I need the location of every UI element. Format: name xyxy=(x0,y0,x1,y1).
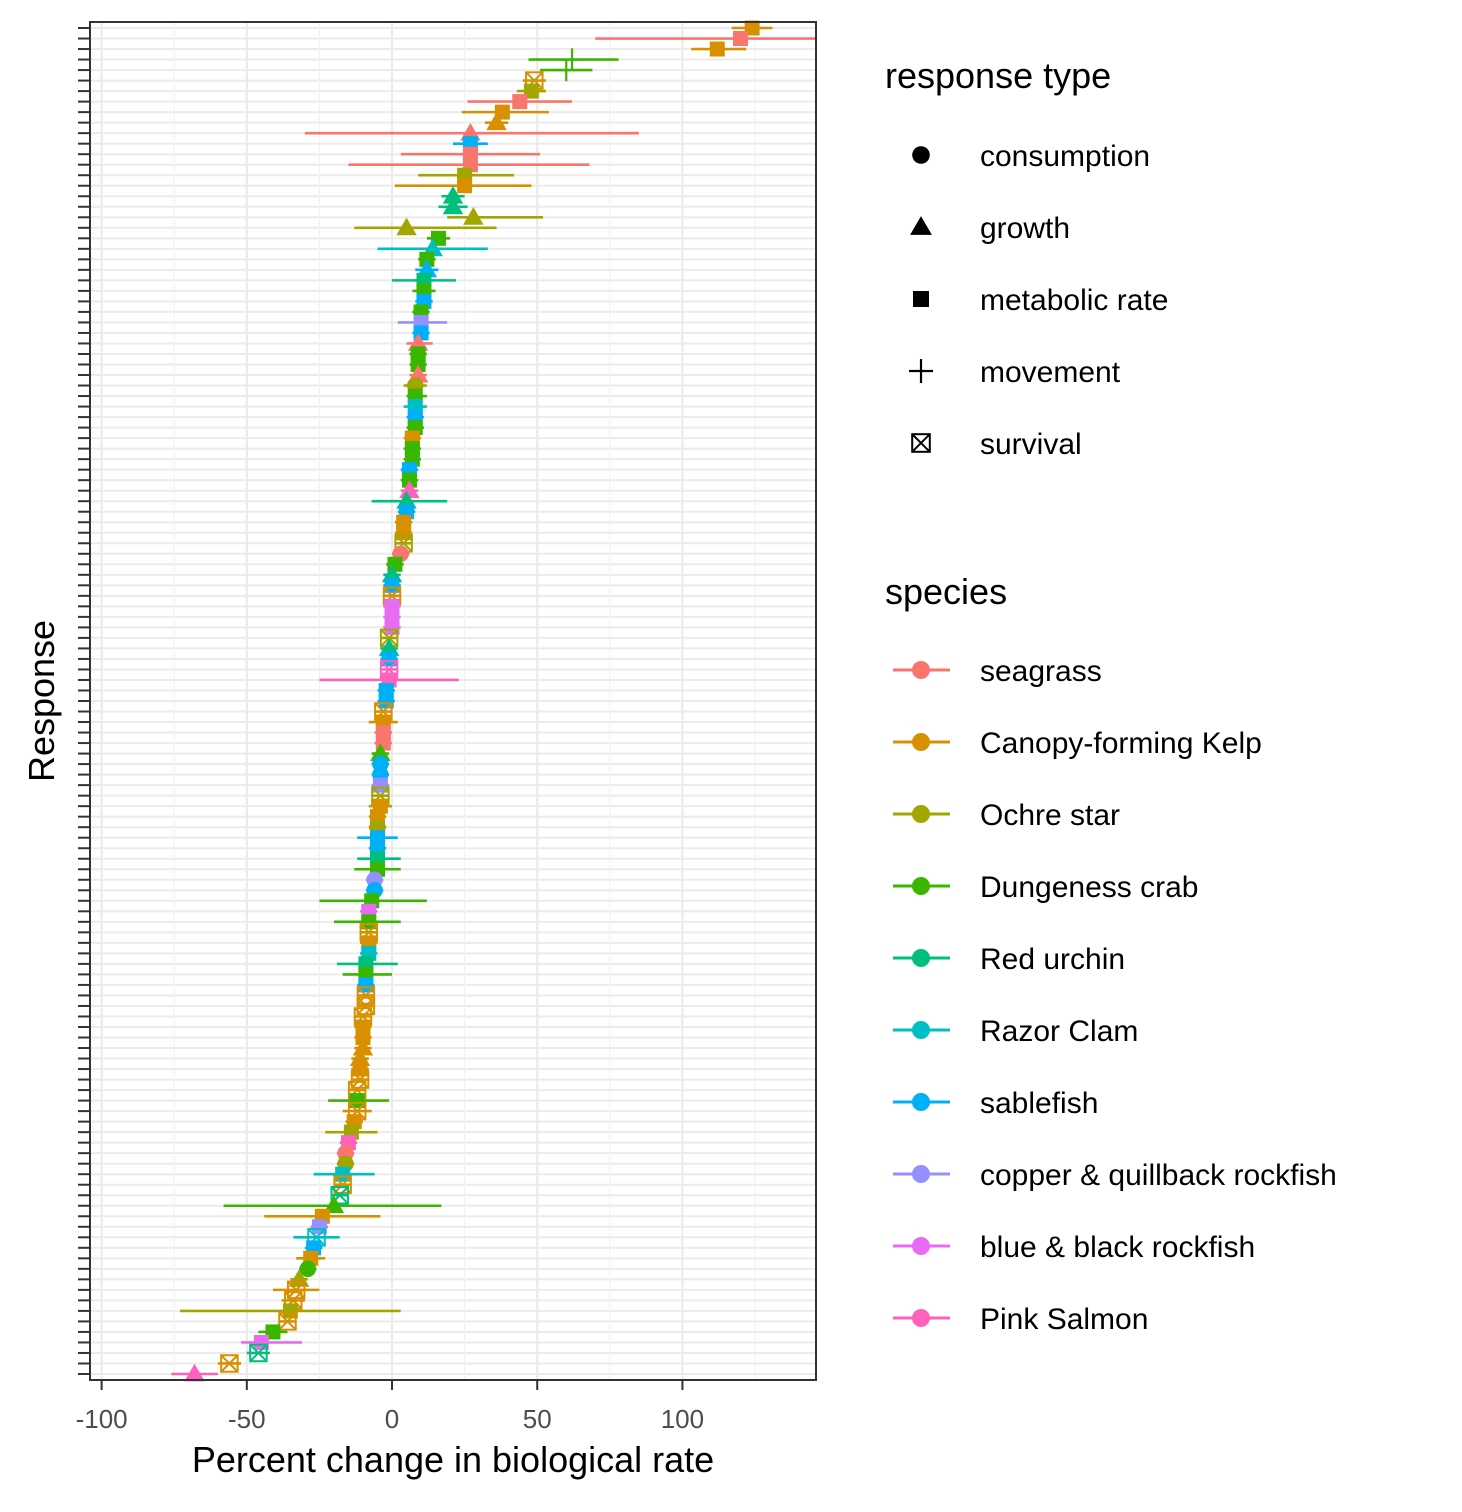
shape-legend-label: growth xyxy=(980,212,1070,245)
data-point xyxy=(407,333,429,351)
data-point xyxy=(372,777,388,793)
x-tick-label: 0 xyxy=(385,1404,399,1434)
legend-key-square-icon xyxy=(913,291,929,307)
data-point xyxy=(278,1312,297,1331)
data-point xyxy=(352,1061,368,1077)
data-point xyxy=(732,31,748,47)
species-legend-label: sablefish xyxy=(980,1087,1098,1120)
species-legend-label: Red urchin xyxy=(980,943,1125,976)
data-point xyxy=(299,1260,317,1278)
shape-legend-title: response type xyxy=(885,55,1111,96)
shape-legend-label: consumption xyxy=(980,140,1150,173)
data-point xyxy=(355,1030,371,1045)
data-point xyxy=(494,104,510,120)
species-legend-label: Canopy-forming Kelp xyxy=(980,727,1262,760)
x-tick-label: -50 xyxy=(228,1404,266,1434)
data-point xyxy=(460,122,481,141)
data-point xyxy=(555,58,578,82)
species-legend-label: seagrass xyxy=(980,655,1102,688)
data-point xyxy=(396,525,412,541)
data-point xyxy=(396,490,417,509)
data-point xyxy=(220,1354,239,1373)
data-point xyxy=(442,196,464,215)
data-point xyxy=(361,914,377,930)
species-legend-key xyxy=(893,949,950,967)
x-tick-label: 50 xyxy=(523,1404,552,1434)
x-axis-title: Percent change in biological rate xyxy=(192,1439,714,1480)
data-point xyxy=(442,186,464,204)
legend-key-circle-icon xyxy=(912,146,930,164)
data-point xyxy=(381,564,403,583)
data-point xyxy=(381,651,397,667)
data-point xyxy=(401,472,417,488)
species-legend-label: Ochre star xyxy=(980,799,1120,832)
data-point xyxy=(422,238,443,257)
species-legend-label: Dungeness crab xyxy=(980,871,1198,904)
data-point xyxy=(410,357,426,372)
data-point xyxy=(457,178,473,194)
data-point xyxy=(463,207,484,225)
legend-key-triangle-icon xyxy=(910,216,932,235)
species-legend-label: Pink Salmon xyxy=(980,1303,1148,1336)
shape-legend-label: movement xyxy=(980,356,1121,389)
data-point xyxy=(335,1166,351,1182)
species-legend-key xyxy=(893,805,950,823)
y-axis-title: Response xyxy=(21,620,62,782)
data-point xyxy=(419,251,435,267)
species-legend-title: species xyxy=(885,571,1007,612)
x-tick-label: -100 xyxy=(76,1404,128,1434)
shape-legend-label: survival xyxy=(980,428,1082,461)
shape-legend-label: metabolic rate xyxy=(980,284,1168,317)
data-point xyxy=(265,1324,281,1340)
data-point xyxy=(352,1037,374,1056)
data-point xyxy=(323,1195,345,1214)
y-axis-ticks xyxy=(78,27,90,1375)
data-point xyxy=(349,1093,365,1109)
legend-key-plus-icon xyxy=(909,359,933,383)
data-point xyxy=(384,577,400,593)
species-legend-label: copper & quillback rockfish xyxy=(980,1159,1337,1192)
x-tick-label: 100 xyxy=(661,1404,704,1434)
species-legend-key xyxy=(893,1237,950,1255)
species-legend-key xyxy=(893,1093,950,1111)
shape-legend: response type consumption growth metabolic… xyxy=(885,55,1168,461)
data-point xyxy=(709,41,725,57)
species-legend-key xyxy=(893,1165,950,1183)
data-point xyxy=(249,1343,268,1363)
species-legend-key xyxy=(893,733,950,751)
data-point xyxy=(486,112,507,131)
species-legend-key xyxy=(893,1021,950,1039)
data-point xyxy=(378,638,400,656)
species-legend-label: Razor Clam xyxy=(980,1015,1138,1048)
x-axis: -100 -50 0 50 100 xyxy=(76,1380,704,1434)
data-point xyxy=(370,743,391,762)
species-legend-key xyxy=(893,877,950,895)
species-legend-key xyxy=(893,661,950,679)
data-point xyxy=(560,48,584,71)
data-point xyxy=(523,83,539,99)
data-point xyxy=(399,480,420,499)
data-point xyxy=(744,20,760,36)
data-point xyxy=(358,977,374,993)
species-legend: species seagrass Canopy-forming Kelp Ochre… xyxy=(885,571,1337,1336)
data-point xyxy=(184,1363,205,1382)
data-points xyxy=(184,20,760,1382)
data-point xyxy=(512,94,528,110)
data-point xyxy=(430,230,446,246)
data-point xyxy=(349,1048,371,1066)
species-legend-key xyxy=(893,1309,950,1327)
data-point xyxy=(416,259,438,278)
data-point xyxy=(396,217,417,236)
grid-lines xyxy=(90,22,816,1380)
species-legend-label: blue & black rockfish xyxy=(980,1231,1255,1264)
legend-key-boxcross-icon xyxy=(911,433,931,453)
